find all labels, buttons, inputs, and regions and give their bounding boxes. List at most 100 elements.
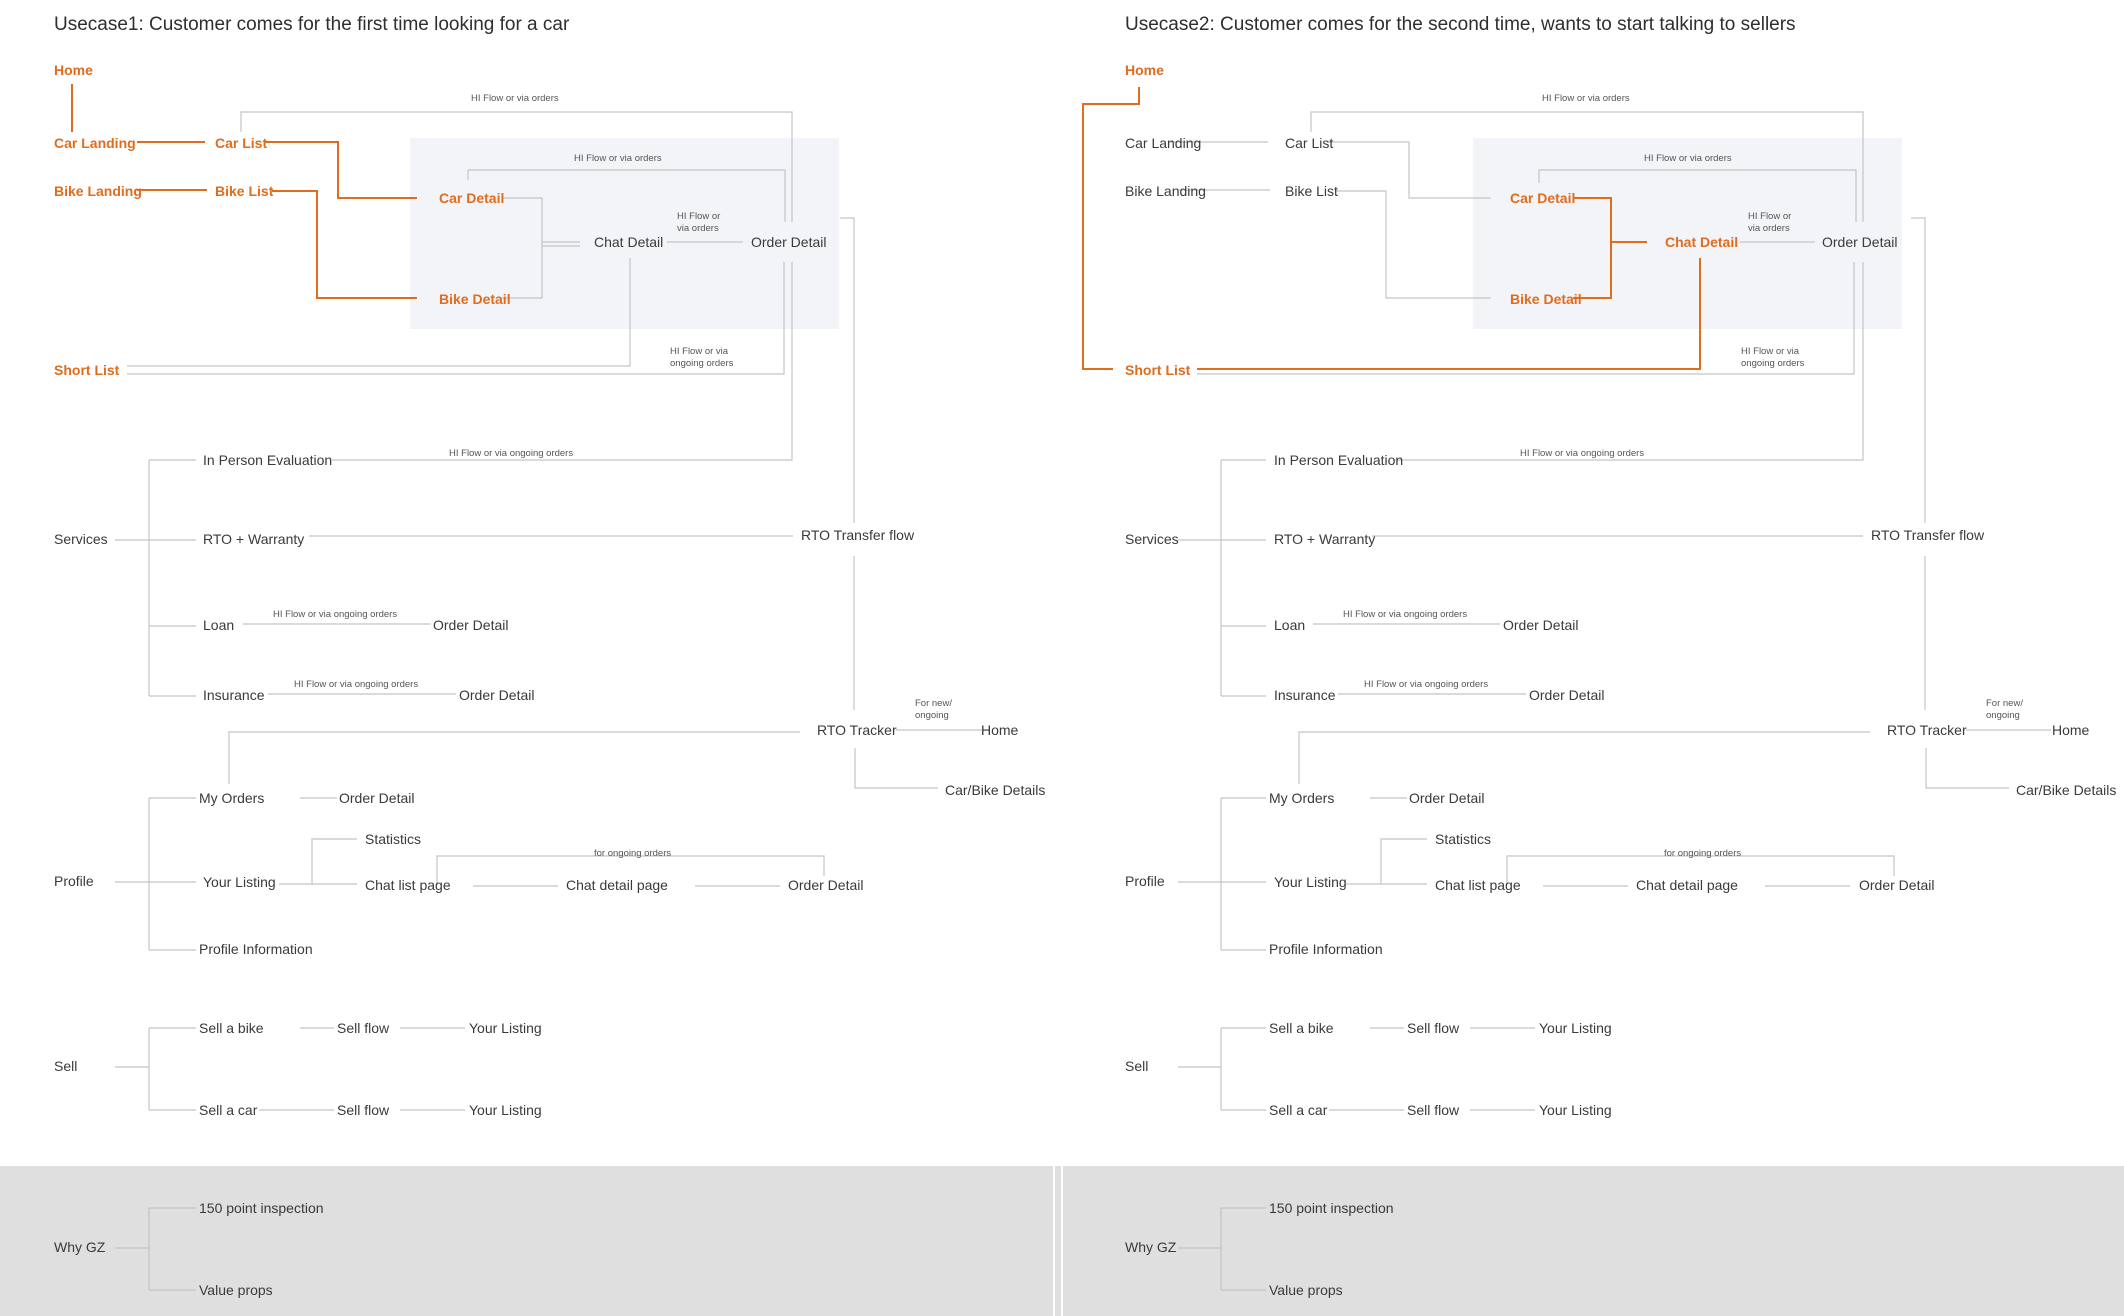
node-sell[interactable]: Sell — [1125, 1058, 1149, 1074]
node-car-landing[interactable]: Car Landing — [1125, 135, 1202, 151]
edge-label-for-ongoing-orders: for ongoing orders — [1664, 848, 1742, 859]
node-profile[interactable]: Profile — [54, 873, 94, 889]
node-services[interactable]: Services — [54, 531, 108, 547]
node-sell-a-car[interactable]: Sell a car — [199, 1102, 258, 1118]
node-your-listing-car[interactable]: Your Listing — [469, 1102, 542, 1118]
edge-label-for-new-1: For new/ — [915, 698, 952, 709]
node-home[interactable]: Home — [1125, 62, 1164, 78]
node-short-list[interactable]: Short List — [54, 362, 120, 378]
node-chat-detail[interactable]: Chat Detail — [1665, 234, 1739, 250]
edge-label-for-new-1: For new/ — [1986, 698, 2023, 709]
edge-label-hi-flow-eval: HI Flow or via ongoing orders — [1520, 448, 1645, 459]
node-my-orders-order-detail[interactable]: Order Detail — [1409, 790, 1485, 806]
node-your-listing[interactable]: Your Listing — [1274, 874, 1347, 890]
node-home[interactable]: Home — [54, 62, 93, 78]
node-bike-list[interactable]: Bike List — [1285, 183, 1338, 199]
node-listing-order-detail[interactable]: Order Detail — [1859, 877, 1935, 893]
node-your-listing-car[interactable]: Your Listing — [1539, 1102, 1612, 1118]
node-car-landing[interactable]: Car Landing — [54, 135, 136, 151]
node-profile[interactable]: Profile — [1125, 873, 1165, 889]
node-rto-warranty[interactable]: RTO + Warranty — [203, 531, 305, 547]
node-sell-flow-bike[interactable]: Sell flow — [1407, 1020, 1460, 1036]
node-chat-detail-page[interactable]: Chat detail page — [566, 877, 668, 893]
usecase2-title: Usecase2: Customer comes for the second … — [1125, 14, 1796, 35]
node-rto-warranty[interactable]: RTO + Warranty — [1274, 531, 1376, 547]
edge-label-hi-flow-short-2: ongoing orders — [670, 358, 734, 369]
node-in-person-evaluation[interactable]: In Person Evaluation — [1274, 452, 1404, 468]
node-car-list[interactable]: Car List — [1285, 135, 1334, 151]
edge-label-hi-flow-short-1: HI Flow or via — [1741, 346, 1800, 357]
node-my-orders-order-detail[interactable]: Order Detail — [339, 790, 415, 806]
node-why-gz[interactable]: Why GZ — [1125, 1239, 1177, 1255]
node-tracker-home[interactable]: Home — [2052, 722, 2090, 738]
node-chat-detail[interactable]: Chat Detail — [594, 234, 664, 250]
edge-label-hi-flow-chat-2: via orders — [677, 223, 719, 234]
node-insurance[interactable]: Insurance — [203, 687, 265, 703]
edge-label-hi-flow-insurance: HI Flow or via ongoing orders — [1364, 679, 1489, 690]
node-loan-order-detail[interactable]: Order Detail — [433, 617, 509, 633]
node-loan[interactable]: Loan — [1274, 617, 1306, 633]
node-bike-landing[interactable]: Bike Landing — [1125, 183, 1206, 199]
node-sell[interactable]: Sell — [54, 1058, 78, 1074]
node-car-list[interactable]: Car List — [215, 135, 268, 151]
node-listing-order-detail[interactable]: Order Detail — [788, 877, 864, 893]
edge-label-hi-flow-chat-1: HI Flow or — [677, 211, 721, 222]
node-sell-a-bike[interactable]: Sell a bike — [1269, 1020, 1334, 1036]
node-in-person-evaluation[interactable]: In Person Evaluation — [203, 452, 333, 468]
usecase1-connectors — [71, 84, 983, 1291]
node-your-listing-bike[interactable]: Your Listing — [1539, 1020, 1612, 1036]
edge-label-hi-flow-eval: HI Flow or via ongoing orders — [449, 448, 574, 459]
node-loan-order-detail[interactable]: Order Detail — [1503, 617, 1579, 633]
node-loan[interactable]: Loan — [203, 617, 235, 633]
usecase1-panel: Usecase1: Customer comes for the first t… — [0, 0, 1061, 1316]
node-profile-information[interactable]: Profile Information — [1269, 941, 1383, 957]
node-chat-list-page[interactable]: Chat list page — [365, 877, 451, 893]
node-bike-list[interactable]: Bike List — [215, 183, 274, 199]
node-car-detail[interactable]: Car Detail — [439, 190, 505, 206]
node-bike-detail[interactable]: Bike Detail — [439, 291, 511, 307]
node-insurance[interactable]: Insurance — [1274, 687, 1336, 703]
node-tracker-home[interactable]: Home — [981, 722, 1019, 738]
node-bike-detail[interactable]: Bike Detail — [1510, 291, 1582, 307]
node-sell-a-bike[interactable]: Sell a bike — [199, 1020, 264, 1036]
edge-label-hi-flow-chat-1: HI Flow or — [1748, 211, 1792, 222]
node-sell-flow-car[interactable]: Sell flow — [1407, 1102, 1460, 1118]
node-rto-transfer-flow[interactable]: RTO Transfer flow — [801, 527, 915, 543]
why-gz-band — [1063, 1166, 2124, 1316]
node-sell-flow-bike[interactable]: Sell flow — [337, 1020, 390, 1036]
node-insurance-order-detail[interactable]: Order Detail — [459, 687, 535, 703]
node-order-detail[interactable]: Order Detail — [751, 234, 827, 250]
node-statistics[interactable]: Statistics — [1435, 831, 1492, 847]
node-order-detail[interactable]: Order Detail — [1822, 234, 1898, 250]
panel-divider — [1053, 1166, 1055, 1316]
node-rto-tracker[interactable]: RTO Tracker — [1887, 722, 1967, 738]
node-my-orders[interactable]: My Orders — [1269, 790, 1335, 806]
node-bike-landing[interactable]: Bike Landing — [54, 183, 142, 199]
node-car-bike-details[interactable]: Car/Bike Details — [2016, 782, 2117, 798]
node-insurance-order-detail[interactable]: Order Detail — [1529, 687, 1605, 703]
node-services[interactable]: Services — [1125, 531, 1179, 547]
node-car-bike-details[interactable]: Car/Bike Details — [945, 782, 1046, 798]
node-sell-a-car[interactable]: Sell a car — [1269, 1102, 1328, 1118]
node-rto-transfer-flow[interactable]: RTO Transfer flow — [1871, 527, 1985, 543]
node-short-list[interactable]: Short List — [1125, 362, 1191, 378]
node-my-orders[interactable]: My Orders — [199, 790, 265, 806]
node-statistics[interactable]: Statistics — [365, 831, 422, 847]
node-your-listing-bike[interactable]: Your Listing — [469, 1020, 542, 1036]
node-why-gz[interactable]: Why GZ — [54, 1239, 106, 1255]
node-point-inspection[interactable]: 150 point inspection — [199, 1200, 324, 1216]
node-car-detail[interactable]: Car Detail — [1510, 190, 1576, 206]
node-chat-detail-page[interactable]: Chat detail page — [1636, 877, 1738, 893]
usecase2-panel: Usecase2: Customer comes for the second … — [1063, 0, 2124, 1316]
edge-label-for-ongoing-orders: for ongoing orders — [594, 848, 672, 859]
node-point-inspection[interactable]: 150 point inspection — [1269, 1200, 1394, 1216]
node-value-props[interactable]: Value props — [1269, 1282, 1343, 1298]
node-your-listing[interactable]: Your Listing — [203, 874, 276, 890]
node-value-props[interactable]: Value props — [199, 1282, 273, 1298]
node-rto-tracker[interactable]: RTO Tracker — [817, 722, 897, 738]
edge-label-hi-flow-top: HI Flow or via orders — [1542, 93, 1630, 104]
node-sell-flow-car[interactable]: Sell flow — [337, 1102, 390, 1118]
node-profile-information[interactable]: Profile Information — [199, 941, 313, 957]
node-chat-list-page[interactable]: Chat list page — [1435, 877, 1521, 893]
usecase2-connectors — [1082, 87, 2051, 1291]
